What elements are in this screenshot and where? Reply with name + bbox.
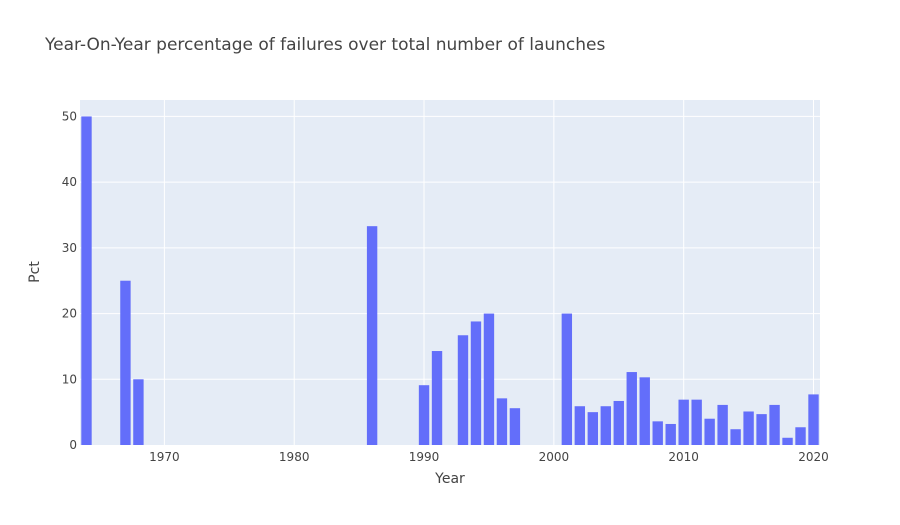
x-tick-label: 2010	[668, 450, 699, 464]
bar-2018[interactable]	[782, 437, 793, 445]
bar-2011[interactable]	[691, 399, 702, 445]
x-tick-label: 1990	[409, 450, 440, 464]
bar-2020[interactable]	[808, 394, 819, 445]
bar-1993[interactable]	[457, 335, 469, 445]
gridlines	[80, 100, 820, 445]
bar-2013[interactable]	[717, 404, 728, 445]
bar-1967[interactable]	[120, 280, 131, 445]
bar-1964[interactable]	[81, 116, 92, 445]
bar-2010[interactable]	[678, 399, 689, 445]
y-axis-ticks: 0 10 20 30 40 50	[62, 109, 77, 452]
bar-2009[interactable]	[665, 423, 676, 445]
bar-1995[interactable]	[483, 313, 495, 445]
bar-2014[interactable]	[730, 429, 741, 445]
bar-2019[interactable]	[795, 427, 806, 445]
bars	[81, 116, 819, 445]
y-tick-label: 40	[62, 175, 77, 189]
y-tick-label: 0	[69, 438, 77, 452]
bar-2017[interactable]	[769, 404, 780, 445]
y-tick-label: 30	[62, 241, 77, 255]
x-axis-ticks: 1970 1980 1990 2000 2010 2020	[149, 450, 829, 464]
bar-2016[interactable]	[756, 414, 767, 445]
bar-1968[interactable]	[133, 379, 144, 445]
bar-2004[interactable]	[600, 406, 611, 445]
chart-title: Year-On-Year percentage of failures over…	[44, 35, 606, 55]
y-axis-title: Pct	[27, 261, 43, 283]
x-tick-label: 2020	[798, 450, 829, 464]
bar-2005[interactable]	[613, 400, 624, 445]
bar-2007[interactable]	[639, 377, 650, 445]
bar-1994[interactable]	[470, 321, 482, 445]
y-tick-label: 20	[62, 307, 77, 321]
bar-2002[interactable]	[574, 406, 586, 445]
y-tick-label: 10	[62, 372, 77, 386]
x-tick-label: 1980	[279, 450, 310, 464]
y-tick-label: 50	[62, 109, 77, 123]
bar-2012[interactable]	[704, 418, 715, 445]
x-tick-label: 1970	[149, 450, 180, 464]
bar-2008[interactable]	[652, 421, 663, 445]
bar-1991[interactable]	[431, 351, 443, 445]
bar-1990[interactable]	[418, 385, 430, 445]
bar-1996[interactable]	[496, 398, 508, 445]
bar-1986[interactable]	[366, 226, 378, 445]
bar-2006[interactable]	[626, 372, 637, 445]
bar-1997[interactable]	[509, 408, 521, 445]
x-axis-title: Year	[434, 471, 465, 487]
x-tick-label: 2000	[539, 450, 570, 464]
bar-2001[interactable]	[561, 313, 573, 445]
bar-2015[interactable]	[743, 411, 754, 445]
plot-area	[80, 100, 820, 445]
bar-2003[interactable]	[587, 412, 598, 445]
